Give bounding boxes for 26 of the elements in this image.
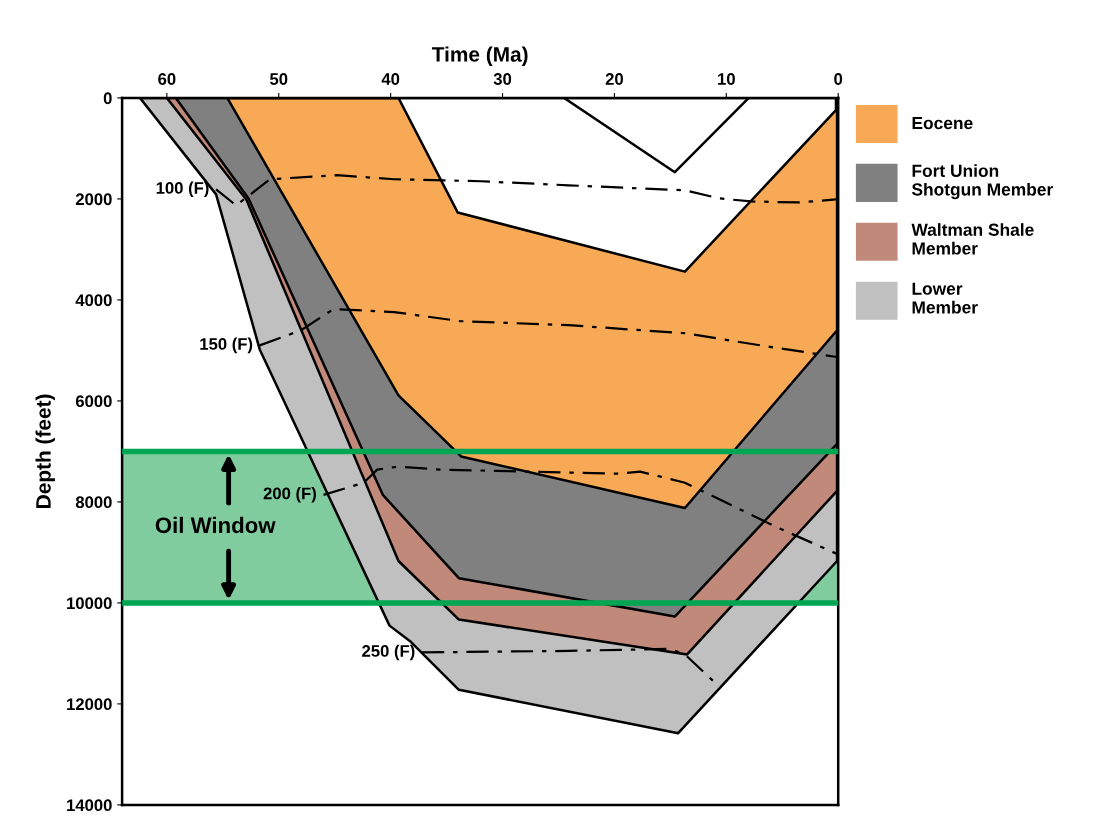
x-tick-label: 20 [605,73,624,85]
legend-label: Fort Union Shotgun Member [911,164,1053,200]
y-tick-label: 8000 [75,496,112,509]
band-label: Oil Window [155,516,276,534]
x-tick-label: 50 [269,73,288,85]
x-tick-label: 40 [381,73,400,85]
legend-label: Lower Member [912,282,978,314]
x-tick-label: 10 [718,73,735,85]
x-tick-label: 0 [834,73,843,85]
y-tick-label: 10000 [67,597,112,610]
y-tick-label: 2000 [75,193,112,206]
series-label: 100 (F) [156,181,209,198]
y-axis-title: Depth (feet) [35,394,55,508]
x-axis-title: Time (Ma) [431,46,528,66]
legend-label: Eocene [912,117,973,130]
y-tick-label: 14000 [67,799,112,812]
series-label: 150 (F) [200,337,253,354]
y-tick-label: 6000 [75,395,112,408]
series-label: 200 (F) [263,487,316,503]
y-tick-label: 0 [103,92,112,105]
x-tick-label: 60 [158,73,176,85]
legend-label: Waltman Shale Member [911,223,1034,255]
y-tick-label: 12000 [67,698,112,711]
y-tick-label: 4000 [75,294,112,307]
x-tick-label: 30 [493,73,512,85]
series-label: 250 (F) [362,644,415,661]
